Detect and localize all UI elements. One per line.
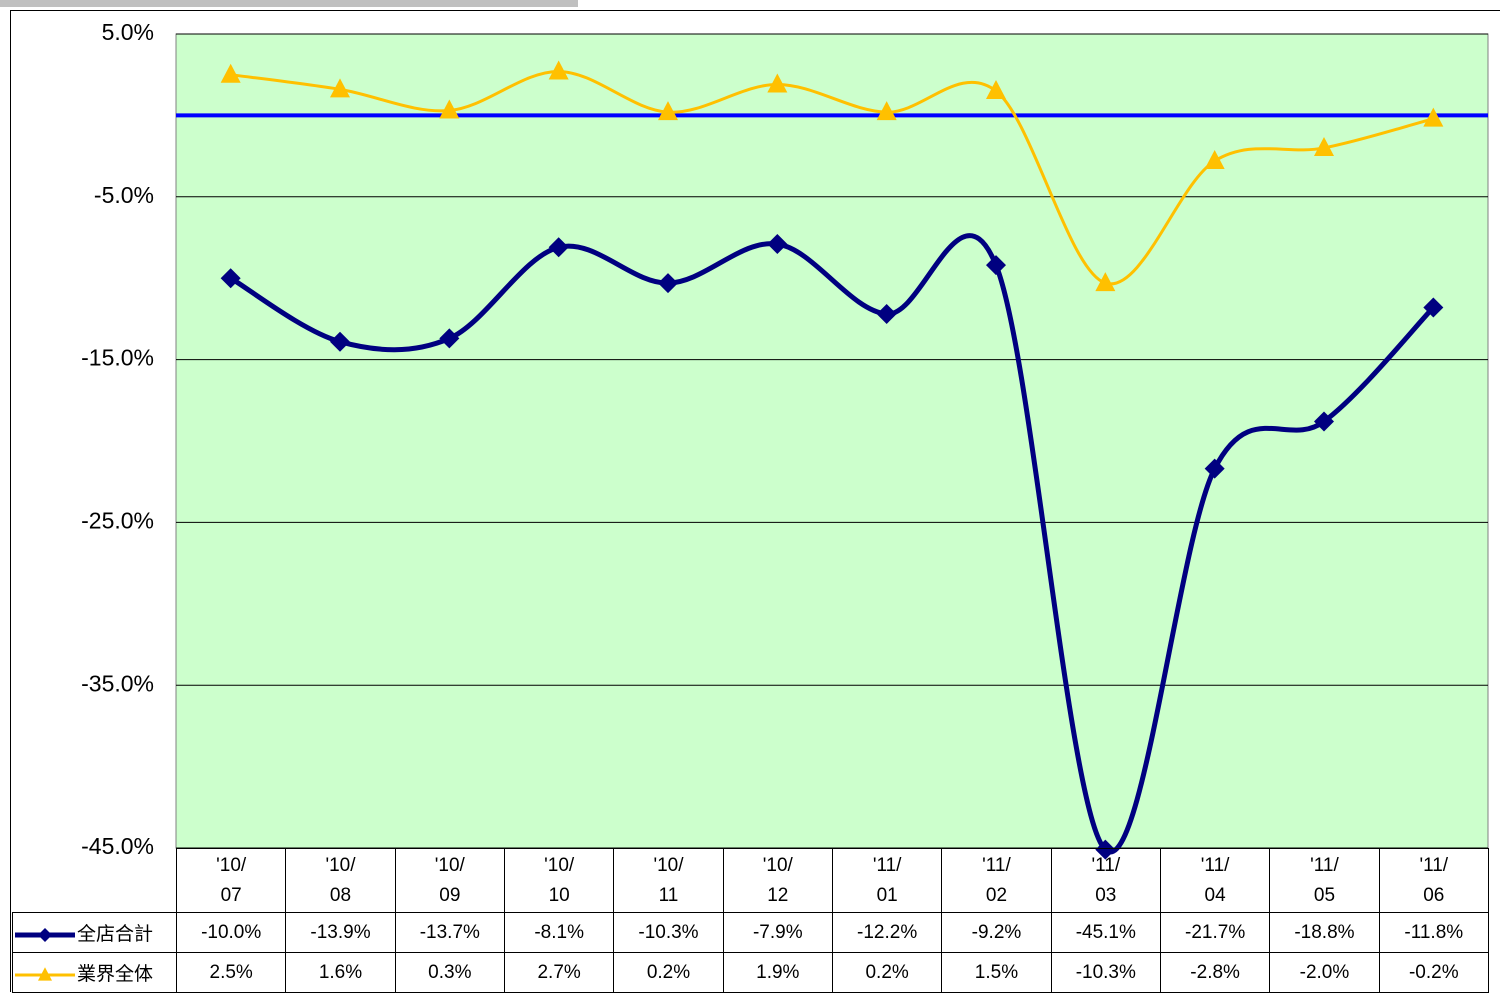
triangle-marker — [876, 101, 897, 121]
legend-entry: 全店合計 — [12, 912, 177, 953]
data-cell: 1.5% — [941, 952, 1052, 993]
data-cell: 2.5% — [175, 952, 287, 993]
data-cell: -9.2% — [941, 912, 1052, 953]
y-tick-label: -35.0% — [81, 670, 154, 696]
triangle-marker — [548, 60, 569, 80]
y-tick-label: -5.0% — [94, 182, 154, 208]
diamond-marker — [658, 273, 678, 294]
data-cell: 0.3% — [394, 952, 505, 993]
y-tick-label: -15.0% — [81, 345, 154, 371]
table-row: 業界全体 2.5% 1.6% 0.3% 2.7% 0.2% 1.9% 0.2% 1.5% -10.… — [12, 952, 1489, 993]
data-cell: -8.1% — [503, 912, 615, 953]
legend-key — [15, 967, 75, 981]
diamond-marker — [439, 328, 460, 349]
category-label: '10/ 09 — [394, 848, 505, 913]
triangle-marker — [439, 99, 460, 119]
diamond-marker — [330, 331, 350, 352]
data-cell: -0.2% — [1378, 952, 1489, 993]
diamond-marker — [1314, 411, 1334, 432]
triangle-marker — [986, 79, 1006, 99]
data-cell: -13.7% — [394, 912, 505, 953]
diamond-marker — [548, 237, 569, 258]
data-cell: 0.2% — [613, 952, 724, 993]
top-bar — [0, 0, 578, 7]
y-tick-label: -45.0% — [81, 833, 154, 859]
category-label: '10/ 08 — [285, 848, 396, 913]
diamond-marker — [38, 927, 52, 942]
data-cell: -10.3% — [613, 912, 724, 953]
data-cell: -45.1% — [1050, 912, 1161, 953]
category-label: '10/ 11 — [613, 848, 724, 913]
chart-frame — [10, 10, 1500, 992]
category-label: '11/ 05 — [1269, 848, 1380, 913]
triangle-marker — [220, 63, 241, 83]
category-label: '10/ 10 — [503, 848, 615, 913]
triangle-marker — [38, 967, 52, 981]
diamond-marker — [1204, 458, 1225, 479]
y-tick-label: -25.0% — [81, 507, 154, 533]
category-label: '10/ 12 — [722, 848, 833, 913]
triangle-marker — [330, 78, 350, 98]
diamond-marker — [986, 255, 1006, 276]
triangle-marker — [767, 73, 788, 93]
triangle-marker — [658, 101, 678, 121]
data-cell: -11.8% — [1378, 912, 1489, 953]
table-header-row: '10/ 07'10/ 08'10/ 09'10/ 10'10/ 11'10/ … — [13, 848, 1489, 913]
plot-area — [175, 33, 1489, 849]
blank-cell — [13, 849, 177, 913]
category-label: '11/ 03 — [1050, 848, 1161, 913]
diamond-marker — [876, 304, 897, 325]
data-cell: 2.7% — [503, 952, 615, 993]
table-row: 全店合計 -10.0% -13.9% -13.7% -8.1% -10.3% -7.9% -1… — [12, 912, 1489, 953]
data-cell: -2.8% — [1159, 952, 1271, 993]
triangle-marker — [1314, 136, 1334, 156]
y-tick-label: 5.0% — [102, 19, 154, 45]
category-label: '11/ 04 — [1159, 848, 1271, 913]
legend-label: 全店合計 — [77, 924, 154, 945]
data-cell: -13.9% — [285, 912, 396, 953]
legend-key — [15, 927, 75, 942]
data-cell: -10.3% — [1050, 952, 1161, 993]
data-cell: 1.9% — [722, 952, 833, 993]
diamond-marker — [1423, 297, 1444, 318]
diamond-marker — [767, 234, 788, 255]
data-cell: 1.6% — [285, 952, 396, 993]
data-cell: -2.0% — [1269, 952, 1380, 993]
triangle-marker — [1204, 149, 1225, 169]
data-cell: -21.7% — [1159, 912, 1271, 953]
triangle-marker — [1095, 272, 1116, 292]
category-label: '11/ 06 — [1378, 848, 1489, 913]
triangle-marker — [1423, 107, 1444, 127]
category-label: '11/ 01 — [831, 848, 943, 913]
data-cell: -7.9% — [722, 912, 833, 953]
category-label: '10/ 07 — [175, 848, 287, 913]
data-cell: -12.2% — [831, 912, 943, 953]
data-table: '10/ 07'10/ 08'10/ 09'10/ 10'10/ 11'10/ … — [12, 848, 1489, 993]
data-cell: 0.2% — [831, 952, 943, 993]
legend-entry: 業界全体 — [12, 952, 177, 993]
legend-label: 業界全体 — [77, 964, 154, 985]
data-cell: -10.0% — [175, 912, 287, 953]
category-label: '11/ 02 — [941, 848, 1052, 913]
diamond-marker — [220, 268, 241, 289]
data-cell: -18.8% — [1269, 912, 1380, 953]
